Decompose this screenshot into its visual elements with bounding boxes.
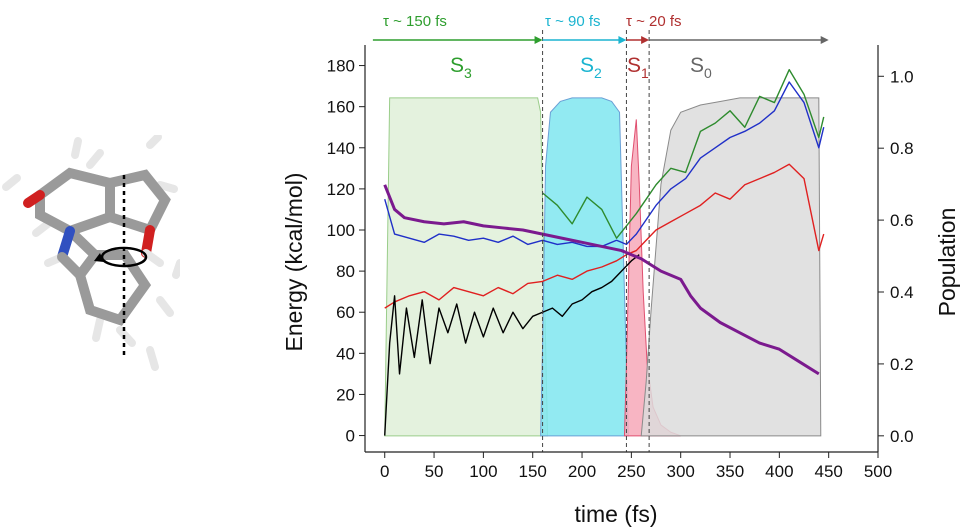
rotation-arrow-icon — [100, 246, 148, 268]
x-tick-label: 400 — [765, 462, 793, 481]
energy-line-3 — [384, 163, 825, 309]
rotation-arrow-head-icon — [94, 253, 104, 262]
x-tick-label: 100 — [469, 462, 497, 481]
y2-tick-label: 0.6 — [890, 211, 914, 230]
population-areas — [384, 97, 822, 437]
state-s3-label: S3 — [450, 54, 472, 81]
x-tick-label: 200 — [568, 462, 596, 481]
x-tick-label: 350 — [716, 462, 744, 481]
lifetime-arrowhead-2 — [618, 36, 627, 44]
energy-line-2 — [384, 81, 825, 248]
x-tick-label: 250 — [617, 462, 645, 481]
y-tick-label: 100 — [327, 221, 355, 240]
heteroatoms — [23, 190, 164, 280]
x-axis-label: time (fs) — [574, 501, 657, 527]
molecule-illustration — [2, 135, 180, 371]
tau-s3-label: τ ~ 150 fs — [383, 13, 447, 30]
energy-line-5 — [383, 184, 820, 376]
energy-lines — [383, 68, 825, 436]
x-tick-label: 300 — [667, 462, 695, 481]
y2-tick-label: 0.8 — [890, 139, 914, 158]
y-tick-label: 0 — [346, 427, 355, 446]
chart-text: time (fs) Energy (kcal/mol) Population τ… — [281, 13, 960, 527]
population-area-s0 — [640, 97, 822, 437]
y-axis-label: Energy (kcal/mol) — [281, 173, 307, 352]
lifetime-arrowhead-1 — [534, 36, 543, 44]
lifetime-arrowhead-4 — [820, 36, 829, 44]
y-tick-label: 180 — [327, 57, 355, 76]
y2-tick-label: 0.2 — [890, 355, 914, 374]
x-tick-label: 450 — [814, 462, 842, 481]
energy-line-1 — [542, 68, 825, 239]
y2-tick-label: 0.0 — [890, 427, 914, 446]
population-area-s3 — [384, 97, 549, 437]
y-tick-label: 20 — [336, 385, 355, 404]
hydrogen-bonds — [2, 135, 180, 371]
y-tick-label: 160 — [327, 98, 355, 117]
state-s0-label: S0 — [690, 54, 712, 81]
tau-s2-label: τ ~ 90 fs — [545, 13, 601, 30]
y-tick-label: 80 — [336, 262, 355, 281]
y-tick-label: 40 — [336, 344, 355, 363]
state-s2-label: S2 — [580, 54, 602, 81]
y2-tick-label: 0.4 — [890, 283, 914, 302]
y-tick-label: 60 — [336, 303, 355, 322]
axes-frame — [359, 30, 884, 458]
tau-s1-label: τ ~ 20 fs — [626, 13, 682, 30]
state-s1-label: S1 — [627, 54, 649, 81]
lifetime-arrowhead-3 — [641, 36, 650, 44]
energy-line-4 — [384, 254, 640, 436]
x-tick-label: 500 — [864, 462, 892, 481]
population-area-s2 — [540, 97, 629, 437]
y-tick-label: 140 — [327, 139, 355, 158]
y-tick-label: 120 — [327, 180, 355, 199]
y2-tick-label: 1.0 — [890, 67, 914, 86]
x-tick-label: 50 — [425, 462, 444, 481]
x-tick-label: 0 — [380, 462, 389, 481]
y2-axis-label: Population — [934, 208, 960, 317]
x-tick-label: 150 — [519, 462, 547, 481]
